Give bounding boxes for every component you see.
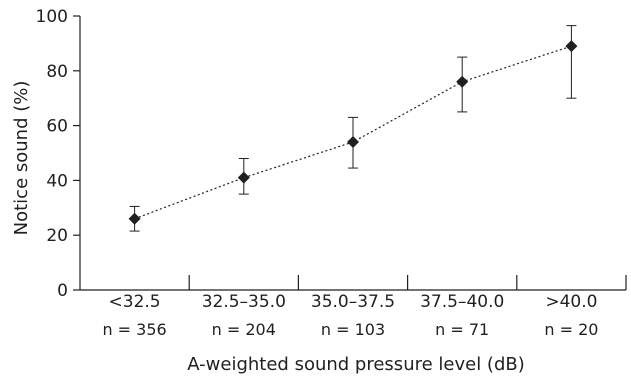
series-line <box>134 45 572 220</box>
x-tick-label: 35.0–37.5 <box>311 292 395 312</box>
y-axis-label: Notice sound (%) <box>11 81 32 236</box>
x-tick-label: >40.0 <box>545 292 597 312</box>
sample-size-label: n = 356 <box>102 320 166 339</box>
data-point <box>565 40 578 53</box>
data-point <box>237 171 250 184</box>
x-tick-label: 37.5–40.0 <box>420 292 504 312</box>
sample-size-label: n = 204 <box>212 320 276 339</box>
y-tick-label: 40 <box>46 171 68 191</box>
y-tick-label: 100 <box>36 7 68 27</box>
x-axis-ticks: <32.5 n = 356 32.5–35.0 n = 204 35.0–37.5 n =… <box>102 275 627 339</box>
data-point <box>456 75 469 88</box>
axes <box>79 16 626 291</box>
y-tick-label: 0 <box>57 281 68 301</box>
sample-size-label: n = 103 <box>321 320 385 339</box>
y-tick-label: 60 <box>46 117 68 137</box>
data-point <box>347 136 359 149</box>
x-tick-label: 32.5–35.0 <box>202 292 286 312</box>
series <box>128 25 578 232</box>
y-axis-ticks: 0 20 40 60 80 100 <box>36 7 80 301</box>
sample-size-label: n = 20 <box>544 320 598 339</box>
sample-size-label: n = 71 <box>435 320 489 339</box>
data-point <box>128 212 141 225</box>
x-axis-label: A-weighted sound pressure level (dB) <box>187 354 525 375</box>
y-tick-label: 80 <box>46 62 68 82</box>
x-tick-label: <32.5 <box>109 292 161 312</box>
y-tick-label: 20 <box>46 226 68 246</box>
